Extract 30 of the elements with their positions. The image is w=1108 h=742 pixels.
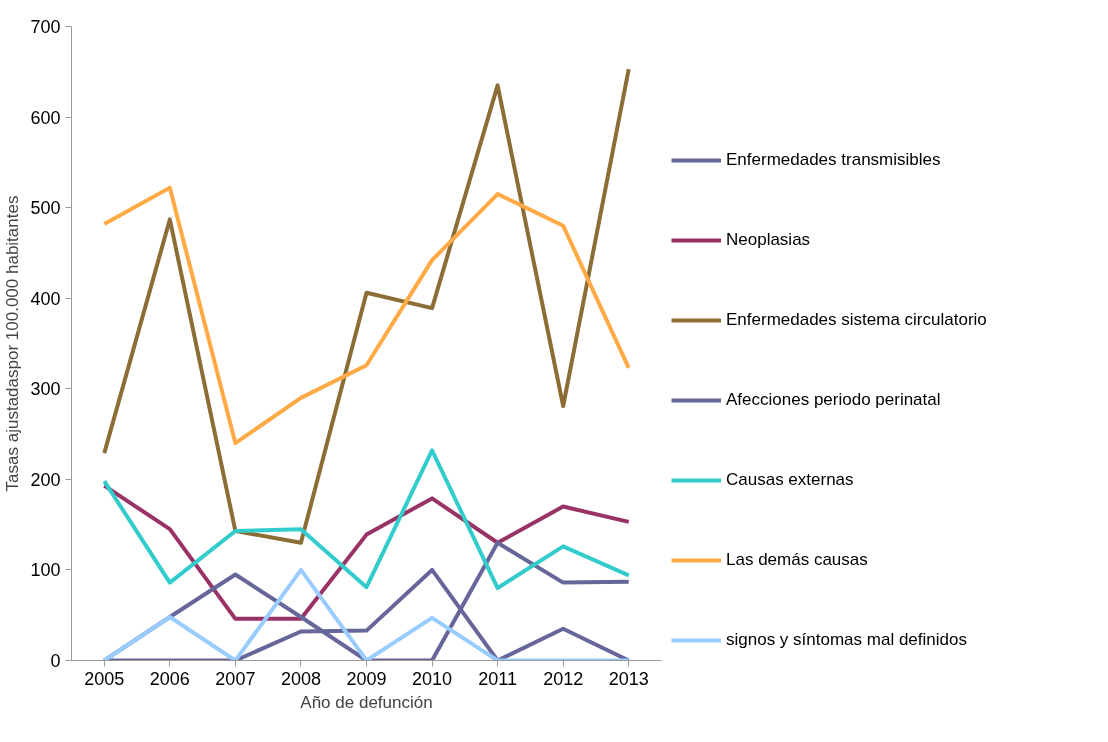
y-tick-label: 0 [50, 651, 61, 671]
legend-label: Enfermedades sistema circulatorio [726, 310, 987, 330]
line-series [102, 448, 631, 591]
y-tick-label: 100 [30, 560, 61, 581]
x-tick-label: 2005 [84, 668, 125, 689]
line-series [102, 67, 631, 545]
y-tick-label: 500 [30, 198, 61, 219]
line-series [102, 185, 631, 446]
y-tick-label: 200 [30, 469, 61, 490]
x-tick-label: 2008 [280, 668, 321, 689]
y-tick-label: 300 [30, 379, 61, 400]
legend-label: Causas externas [726, 470, 854, 490]
y-tick-label: 600 [30, 107, 61, 128]
legend-label: signos y síntomas mal definidos [726, 630, 967, 650]
x-tick-label: 2006 [149, 668, 190, 689]
x-tick-label: 2007 [215, 668, 256, 689]
legend-label: Afecciones periodo perinatal [726, 390, 941, 410]
x-tick-label: 2013 [608, 668, 649, 689]
y-tick-label: 700 [30, 17, 61, 37]
legend-label: Enfermedades transmisibles [726, 150, 941, 170]
x-tick-label: 2011 [478, 668, 517, 689]
x-axis-title: Año de defunción [300, 692, 433, 712]
line-series [102, 483, 631, 621]
y-tick-label: 400 [30, 288, 61, 309]
x-tick-label: 2010 [412, 668, 453, 689]
legend-label: Neoplasias [726, 230, 811, 250]
x-tick-label: 2012 [543, 668, 584, 689]
y-axis-title: Tasas ajustadaspor 100.000 habitantes [3, 195, 23, 492]
x-tick-label: 2009 [346, 668, 387, 689]
legend-label: Las demás causas [726, 550, 868, 570]
